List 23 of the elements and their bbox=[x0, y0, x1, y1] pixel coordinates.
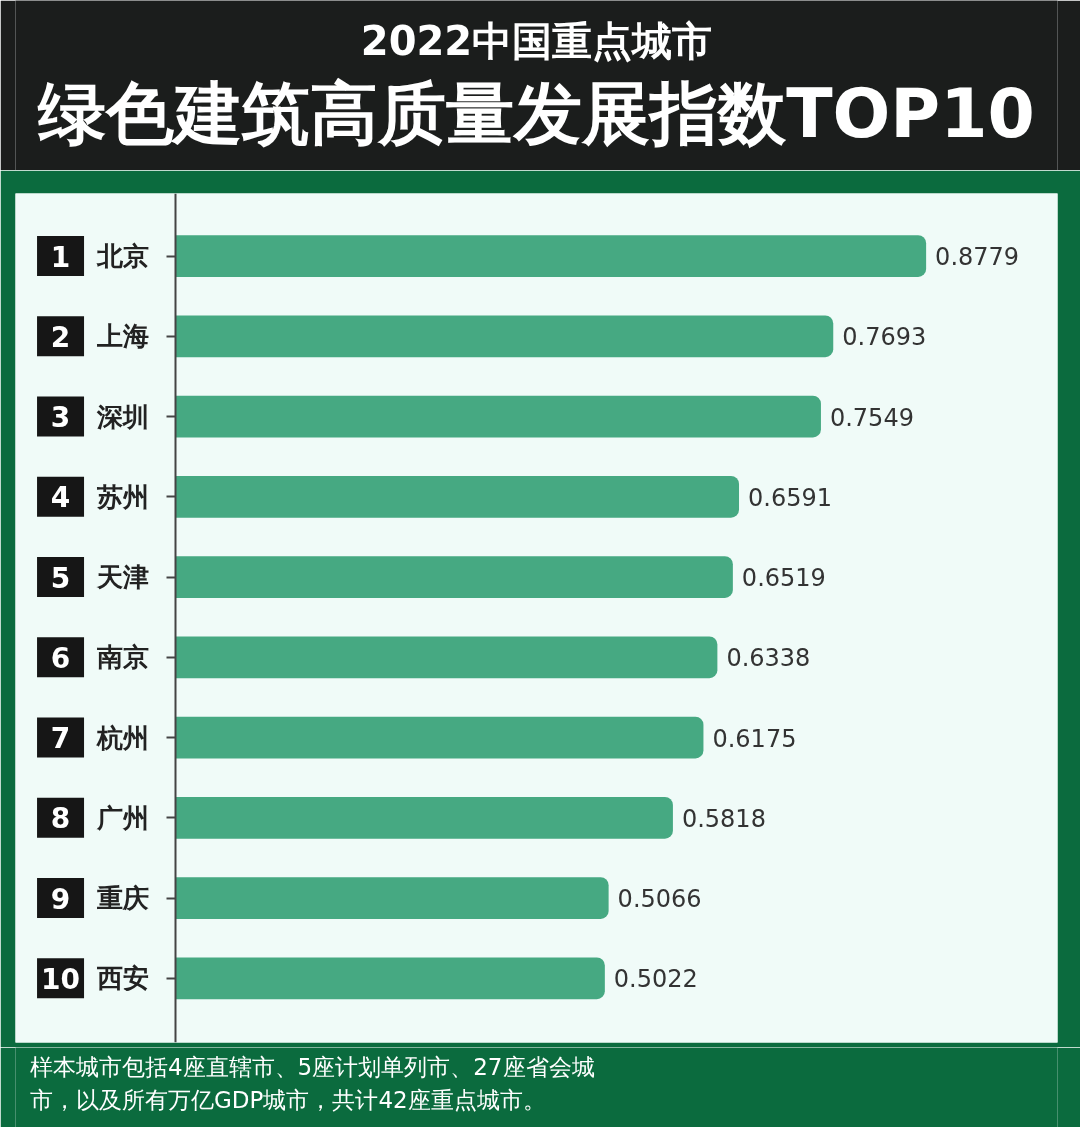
category-label: 5 天津 bbox=[50, 561, 150, 595]
data-label: 0.5022 bbox=[613, 965, 698, 994]
chart-title: 2022中国重点城市 bbox=[360, 17, 713, 64]
data-label: 0.8779 bbox=[935, 243, 1020, 272]
data-label: 0.7549 bbox=[829, 403, 914, 432]
data-label: 0.6519 bbox=[741, 564, 826, 593]
category-label: 6 南京 bbox=[50, 641, 150, 675]
data-label: 0.6338 bbox=[726, 644, 811, 673]
data-label: 0.6591 bbox=[748, 483, 833, 512]
category-label: 7 杭州 bbox=[50, 722, 150, 756]
category-label: 2 上海 bbox=[50, 320, 150, 354]
category-label: 9 重庆 bbox=[50, 882, 150, 916]
category-label: 4 苏州 bbox=[50, 481, 150, 515]
category-label: 3 深圳 bbox=[50, 401, 150, 435]
data-label: 0.7693 bbox=[842, 323, 927, 352]
data-label: 0.5066 bbox=[617, 885, 702, 914]
category-label: 10 西安 bbox=[41, 962, 150, 996]
data-label: 0.6175 bbox=[712, 724, 797, 753]
category-label: 8 广州 bbox=[50, 802, 150, 836]
data-label: 0.5818 bbox=[681, 804, 766, 833]
category-label: 1 北京 bbox=[50, 240, 150, 274]
text: 样本城市包括4座直辖市、5座计划单列市、27座省会城市，以及所有万亿GDP城市，共计42座重点城市。 bbox=[29, 1053, 595, 1114]
chart-subtitle: 绿色建筑高质量发展指数TOP10 bbox=[37, 74, 1035, 153]
